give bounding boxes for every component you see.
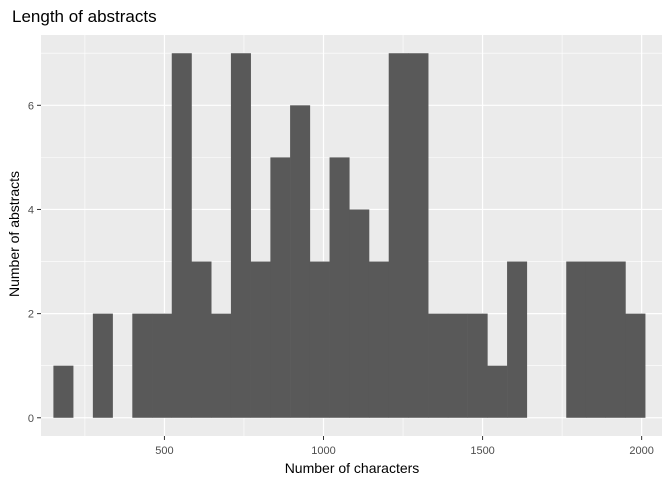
x-tick-label: 1500 [470,445,494,457]
histogram-bar [487,365,508,418]
histogram-bar [349,209,370,418]
histogram-bar [467,313,488,418]
histogram-bar [605,261,626,418]
x-axis-title: Number of characters [285,460,420,476]
histogram-bar [585,261,606,418]
histogram-bar [211,313,232,418]
x-axis-ticks: 500 1000 1500 2000 [155,436,654,457]
histogram-bar [428,313,449,418]
y-axis-title: Number of abstracts [6,171,22,297]
y-tick-label: 4 [28,204,34,216]
y-tick-label: 0 [28,413,34,425]
y-tick-label: 6 [28,100,34,112]
histogram-bar [290,105,311,418]
histogram-bars [53,53,646,418]
x-tick-label: 500 [155,445,173,457]
histogram-bar [171,53,192,418]
histogram-bar [270,157,291,418]
y-axis-ticks: 0 2 4 6 [28,100,41,425]
histogram-bar [507,261,528,418]
x-tick-label: 2000 [629,445,653,457]
histogram-bar [368,261,390,418]
histogram-bar [388,53,409,418]
histogram-bar [53,365,74,418]
histogram-bar [250,261,271,418]
histogram-bar [625,313,646,418]
histogram-bar [230,53,251,418]
histogram-bar [152,313,173,418]
chart-title: Length of abstracts [12,7,157,26]
x-tick-label: 1000 [311,445,335,457]
histogram-bar [566,261,587,418]
histogram-bar [309,261,330,418]
histogram-bar [329,157,350,418]
histogram-bar [132,313,153,418]
histogram-bar [408,53,429,418]
histogram-bar [92,313,113,418]
histogram-bar [191,261,212,418]
y-tick-label: 2 [28,309,34,321]
histogram-bar [447,313,468,418]
